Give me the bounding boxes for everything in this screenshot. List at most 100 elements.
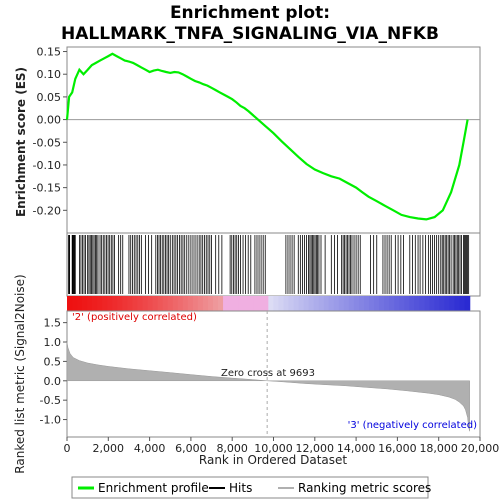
band-segment	[223, 296, 229, 311]
band-segment	[298, 296, 305, 311]
es-y-tick-label: -0.05	[33, 136, 61, 149]
band-segment	[389, 296, 395, 311]
band-segment	[107, 296, 113, 311]
x-tick-label: 12,000	[296, 442, 335, 455]
es-y-tick-label: 0.05	[37, 91, 62, 104]
band-segment	[67, 296, 73, 311]
x-tick-label: 6,000	[175, 442, 207, 455]
band-segment	[363, 296, 370, 311]
band-segment	[303, 296, 310, 311]
band-segment	[167, 296, 174, 311]
band-segment	[137, 296, 144, 311]
metric-y-axis-label: Ranked list metric (Signal2Noise)	[13, 274, 27, 473]
band-segment	[283, 296, 290, 311]
legend-hits-label: Hits	[229, 481, 252, 495]
band-segment	[434, 296, 441, 311]
band-segment	[328, 296, 335, 311]
band-segment	[419, 296, 425, 311]
band-segment	[132, 296, 139, 311]
band-segment	[429, 296, 436, 311]
band-segment	[228, 296, 234, 311]
band-segment	[369, 296, 375, 311]
metric-y-tick-label: -1.0	[40, 414, 61, 427]
negative-correlation-label: '3' (negatively correlated)	[348, 420, 477, 431]
x-tick-label: 2,000	[93, 442, 125, 455]
band-segment	[127, 296, 134, 311]
band-segment	[77, 296, 83, 311]
es-y-tick-label: 0.10	[37, 68, 62, 81]
band-segment	[348, 296, 355, 311]
band-segment	[207, 296, 214, 311]
ranking-color-band	[67, 296, 471, 311]
es-panel	[66, 46, 481, 234]
band-segment	[92, 296, 98, 311]
band-segment	[182, 296, 189, 311]
band-segment	[333, 296, 340, 311]
legend-enrichment-label: Enrichment profile	[98, 481, 209, 495]
metric-y-tick-label: 1.0	[44, 336, 62, 349]
band-segment	[444, 296, 451, 311]
x-tick-label: 18,000	[419, 442, 458, 455]
es-y-tick-label: 0.15	[37, 46, 62, 59]
band-segment	[454, 296, 461, 311]
band-segment	[253, 296, 259, 311]
es-y-axis: 0.15 0.10 0.05 0.00 -0.05 -0.10 -0.15 -0.20	[33, 46, 67, 217]
chart-title-line2: HALLMARK_TNFA_SIGNALING_VIA_NFKB	[61, 24, 439, 44]
x-axis: 0 2,000 4,000 6,000 8,000 10,000 12,000 14,000 1…	[64, 437, 500, 455]
band-segment	[308, 296, 315, 311]
band-segment	[424, 296, 431, 311]
band-segment	[439, 296, 446, 311]
band-segment	[414, 296, 420, 311]
band-segment	[273, 296, 280, 311]
es-y-axis-label: Enrichment score (ES)	[14, 67, 28, 217]
band-segment	[409, 296, 415, 311]
band-segment	[142, 296, 149, 311]
metric-y-tick-label: -0.5	[40, 394, 61, 407]
positive-correlation-label: '2' (positively correlated)	[72, 312, 197, 323]
band-segment	[202, 296, 209, 311]
x-tick-label: 4,000	[134, 442, 166, 455]
x-tick-label: 0	[64, 442, 71, 455]
x-tick-label: 14,000	[337, 442, 376, 455]
band-segment	[263, 296, 269, 311]
band-segment	[374, 296, 380, 311]
band-segment	[122, 296, 129, 311]
band-segment	[112, 296, 118, 311]
x-tick-label: 20,000	[461, 442, 500, 455]
band-segment	[243, 296, 249, 311]
band-segment	[233, 296, 239, 311]
band-segment	[258, 296, 264, 311]
band-segment	[343, 296, 350, 311]
band-segment	[177, 296, 184, 311]
chart-title-line1: Enrichment plot:	[170, 3, 330, 23]
enrichment-profile-line	[65, 52, 469, 221]
band-segment	[248, 296, 254, 311]
band-segment	[288, 296, 295, 311]
band-segment	[72, 296, 78, 311]
x-tick-label: 10,000	[254, 442, 293, 455]
band-segment	[323, 296, 330, 311]
band-segment	[197, 296, 204, 311]
band-segment	[404, 296, 410, 311]
band-segment	[82, 296, 88, 311]
metric-y-tick-label: 0.0	[44, 375, 62, 388]
band-segment	[464, 296, 471, 311]
band-segment	[212, 296, 219, 311]
band-segment	[147, 296, 154, 311]
band-segment	[278, 296, 285, 311]
legend-ranking-label: Ranking metric scores	[298, 481, 431, 495]
band-segment	[152, 296, 159, 311]
x-axis-label: Rank in Ordered Dataset	[199, 453, 347, 467]
es-y-tick-label: -0.20	[33, 204, 61, 217]
band-segment	[459, 296, 466, 311]
band-segment	[268, 296, 274, 311]
band-segment	[318, 296, 325, 311]
band-segment	[87, 296, 93, 311]
band-segment	[162, 296, 169, 311]
legend-box	[71, 476, 429, 499]
band-segment	[218, 296, 224, 311]
band-segment	[192, 296, 199, 311]
es-y-tick-label: 0.00	[37, 114, 62, 127]
es-y-tick-label: -0.10	[33, 159, 61, 172]
x-tick-label: 16,000	[378, 442, 417, 455]
